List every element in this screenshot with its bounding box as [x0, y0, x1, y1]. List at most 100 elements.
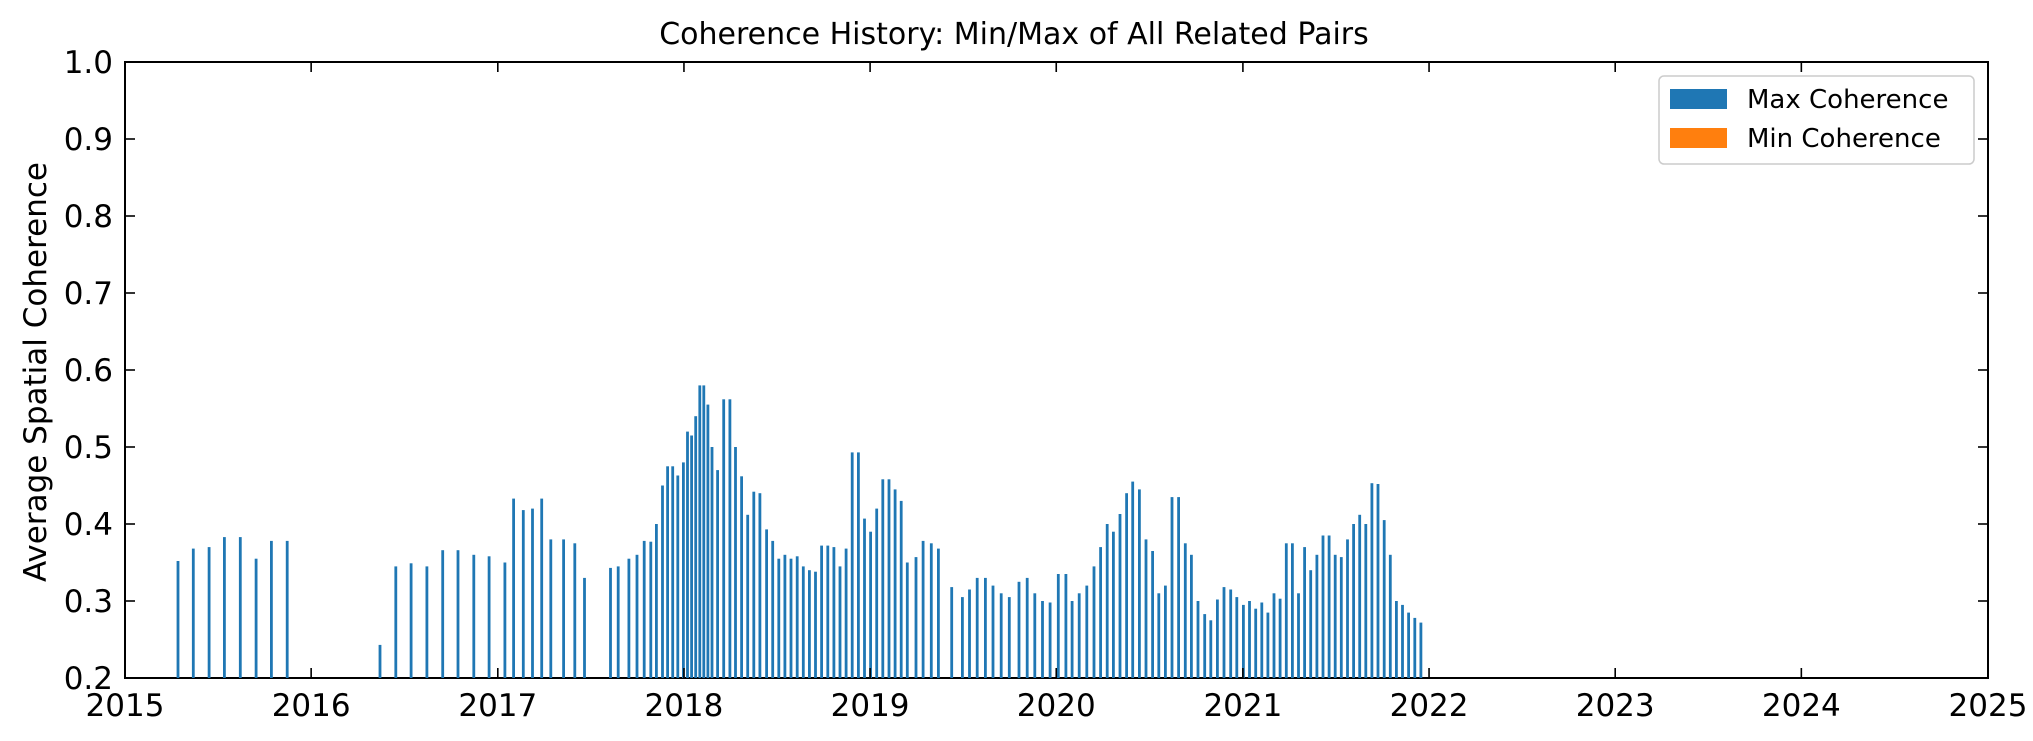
- bar: [694, 416, 698, 678]
- chart-title: Coherence History: Min/Max of All Relate…: [659, 17, 1369, 52]
- y-tick-label: 0.3: [64, 584, 113, 620]
- bar: [562, 539, 565, 678]
- series-max: [176, 385, 1423, 679]
- bar: [583, 577, 586, 678]
- x-tick-label: 2016: [272, 688, 351, 724]
- bar: [686, 431, 689, 678]
- bar: [1151, 551, 1154, 678]
- bar: [893, 489, 897, 678]
- bar: [728, 399, 732, 678]
- bar: [1092, 566, 1096, 678]
- bar: [991, 585, 995, 678]
- x-tick-label: 2015: [86, 688, 165, 724]
- bar: [655, 524, 658, 678]
- bar: [1254, 608, 1258, 678]
- bar: [1131, 481, 1135, 678]
- bar: [758, 493, 762, 678]
- bar: [1303, 547, 1306, 678]
- y-tick-label: 0.6: [64, 353, 113, 389]
- bar: [1112, 531, 1115, 678]
- bar: [1177, 497, 1180, 678]
- bar: [961, 597, 964, 678]
- x-tick-label: 2023: [1576, 688, 1655, 724]
- bar: [1339, 557, 1343, 678]
- bar: [1321, 535, 1325, 678]
- bar: [975, 577, 979, 678]
- bar: [1099, 547, 1102, 678]
- bar: [777, 558, 781, 678]
- bar: [425, 566, 429, 678]
- bar: [1297, 593, 1300, 678]
- bar: [857, 452, 860, 678]
- bar: [1309, 570, 1313, 678]
- bar: [1260, 602, 1264, 678]
- y-axis: 0.2 0.3 0.4 0.5 0.6 0.7 0.8 0.9 1.0: [64, 45, 1988, 697]
- bar: [1118, 514, 1122, 678]
- bar: [1138, 489, 1141, 678]
- bar: [1364, 524, 1368, 678]
- bar: [1007, 597, 1011, 678]
- bar: [734, 447, 737, 678]
- bar: [378, 644, 382, 678]
- bar: [1229, 589, 1233, 678]
- bar: [1419, 622, 1423, 678]
- bar: [1333, 554, 1337, 678]
- bar: [207, 547, 211, 678]
- bar: [1376, 484, 1380, 678]
- bar: [573, 543, 577, 679]
- bar: [531, 508, 534, 678]
- bar: [285, 540, 289, 678]
- bar: [869, 531, 872, 678]
- bar: [1352, 524, 1355, 678]
- bar: [176, 561, 180, 678]
- bar: [808, 570, 811, 678]
- legend-swatch-min: [1670, 128, 1727, 148]
- plot-area: [124, 61, 1989, 679]
- bar: [472, 554, 476, 678]
- bar: [487, 556, 491, 678]
- bar: [1291, 543, 1294, 679]
- bar: [814, 571, 817, 678]
- x-tick-label: 2022: [1390, 688, 1469, 724]
- bar: [549, 539, 553, 678]
- y-tick-label: 0.9: [64, 122, 113, 158]
- bar: [690, 435, 693, 678]
- bar: [710, 447, 714, 678]
- bar: [609, 567, 612, 678]
- bar: [863, 518, 866, 678]
- bar: [635, 554, 639, 678]
- bar: [512, 498, 515, 678]
- bar: [661, 485, 664, 678]
- legend-frame: [1658, 75, 1975, 165]
- bar: [702, 385, 706, 678]
- bar: [1085, 585, 1089, 678]
- bar: [844, 548, 848, 678]
- bar: [1025, 577, 1029, 678]
- bar: [441, 550, 445, 678]
- x-tick-label: 2021: [1203, 688, 1282, 724]
- bar: [752, 491, 756, 678]
- y-tick-label: 1.0: [64, 45, 113, 81]
- bar: [1266, 612, 1270, 678]
- bar: [698, 385, 702, 678]
- bar: [1278, 598, 1282, 678]
- bar: [1407, 612, 1410, 678]
- bar: [1284, 543, 1288, 679]
- bar: [875, 508, 879, 678]
- bar: [1222, 587, 1226, 678]
- bar: [1388, 554, 1392, 678]
- bar: [1315, 554, 1319, 678]
- bar: [1203, 614, 1207, 678]
- bar: [722, 399, 726, 678]
- bar: [881, 479, 885, 678]
- bar: [1048, 602, 1052, 678]
- bar: [921, 540, 925, 678]
- bar: [456, 550, 460, 678]
- bar: [783, 554, 787, 678]
- bar: [706, 404, 710, 678]
- bar: [394, 566, 398, 678]
- legend-swatch-max: [1670, 89, 1727, 109]
- bar: [1358, 514, 1362, 678]
- bar: [649, 541, 653, 678]
- bar: [1056, 574, 1060, 678]
